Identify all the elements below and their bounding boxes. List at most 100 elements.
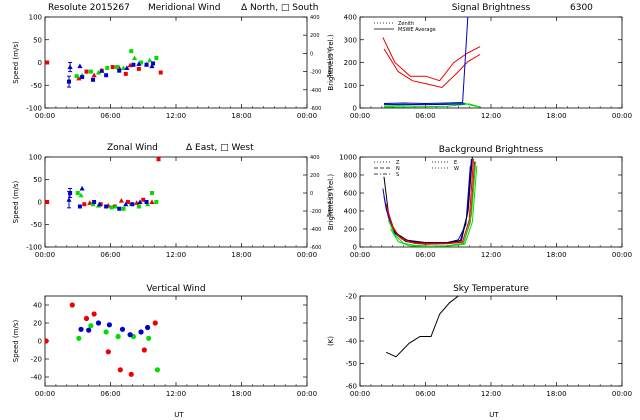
data-layer — [45, 157, 161, 211]
y2-tick-label: -400 — [310, 227, 321, 233]
data-point — [117, 206, 122, 211]
series-line — [385, 296, 459, 358]
signal-panel: 00:00 06:00 12:00 18:00 00:000100200300400Br… — [327, 3, 632, 120]
data-point — [121, 206, 126, 211]
data-point — [115, 65, 120, 70]
data-point — [129, 49, 134, 54]
y-tick-label: 0 — [38, 199, 42, 207]
data-point — [103, 329, 109, 335]
data-point — [115, 333, 121, 340]
data-point — [45, 200, 50, 204]
data-point — [67, 64, 73, 70]
y-tick-label: 0 — [353, 244, 357, 252]
data-point — [68, 191, 73, 195]
data-point — [119, 326, 126, 332]
data-point — [66, 197, 72, 202]
y-tick-label: -50 — [31, 82, 42, 90]
data-point — [91, 77, 96, 82]
x-tick-label: 12:00 — [166, 251, 186, 259]
data-point — [141, 347, 147, 353]
data-layer — [382, 157, 478, 247]
series-line — [383, 103, 465, 106]
plot-frame — [44, 295, 308, 387]
legend-text: Δ East, □ West — [186, 143, 254, 153]
data-layer — [45, 49, 163, 88]
x-tick-label: 00:00 — [297, 112, 317, 120]
y-tick-label: 100 — [29, 154, 42, 162]
zonal-panel: 00:00 06:00 12:00 18:00 00:00-100-50050100-6… — [12, 143, 333, 259]
x-tick-label: 00:00 — [350, 112, 370, 120]
chart-title: Resolute 2015267 — [48, 3, 130, 13]
x-tick-label: 06:00 — [100, 390, 120, 398]
data-point — [136, 204, 141, 209]
x-tick-label: 18:00 — [546, 112, 566, 120]
x-tick-label: 00:00 — [297, 251, 317, 259]
x-tick-label: 06:00 — [415, 251, 435, 259]
data-point — [152, 320, 158, 326]
x-tick-label: 18:00 — [231, 112, 251, 120]
data-point — [131, 55, 138, 60]
plot-frame — [44, 16, 308, 109]
x-tick-label: 06:00 — [415, 112, 435, 120]
data-point — [109, 205, 114, 210]
legend-label: MSWE Average — [398, 27, 436, 33]
y-tick-label: 0 — [38, 338, 42, 346]
x-tick-label: 00:00 — [350, 251, 370, 259]
data-point — [154, 367, 161, 373]
data-point — [123, 201, 129, 207]
data-point — [136, 66, 141, 71]
y2-tick-label: -400 — [310, 88, 321, 94]
x-tick-label: 18:00 — [231, 251, 251, 259]
data-point — [118, 198, 125, 203]
chart-title: Signal Brightness — [452, 3, 531, 13]
y2-tick-label: 0 — [310, 191, 313, 197]
data-point — [99, 68, 105, 73]
x-tick-label: 00:00 — [350, 390, 370, 398]
data-point — [124, 65, 130, 70]
y-tick-label: -100 — [26, 105, 42, 113]
x-tick-label: 18:00 — [231, 390, 251, 398]
legend-label: Zenith — [398, 21, 414, 27]
y-tick-label: 600 — [344, 190, 357, 198]
y-tick-label: 400 — [344, 14, 357, 22]
legend-label: E — [454, 160, 457, 166]
y2-tick-label: 200 — [310, 173, 320, 179]
y-tick-label: -40 — [346, 338, 357, 346]
data-point — [137, 199, 143, 204]
x-tick-label: 18:00 — [546, 251, 566, 259]
chart-title: Zonal Wind — [107, 143, 158, 153]
data-point — [106, 322, 113, 328]
data-point — [80, 75, 85, 80]
data-point — [117, 68, 122, 73]
data-point — [110, 65, 115, 70]
y2-tick-label: -600 — [310, 245, 321, 251]
data-point — [139, 60, 144, 65]
series-line — [383, 103, 481, 108]
y-tick-label: -30 — [346, 315, 357, 323]
y-axis-label: Speed (m/s) — [12, 181, 20, 224]
data-point — [104, 73, 109, 78]
data-layer — [45, 302, 161, 377]
x-tick-label: 06:00 — [100, 112, 120, 120]
x-axis-label-left: UT — [174, 411, 184, 419]
data-point — [117, 367, 123, 373]
chart-subtitle: Meridional Wind — [148, 3, 220, 13]
y-tick-label: -100 — [26, 244, 42, 252]
y-tick-label: -20 — [31, 356, 42, 364]
data-point — [145, 324, 151, 331]
y2-tick-label: 400 — [310, 155, 320, 161]
data-point — [91, 311, 97, 317]
x-tick-label: 12:00 — [481, 112, 501, 120]
y2-axis-label: Speed (m/s) — [327, 47, 333, 77]
vertical-panel: 00:00 06:00 12:00 18:00 00:00 -40 -20 0 20 40 Spee… — [12, 284, 317, 398]
data-layer — [385, 296, 459, 358]
y-tick-label: 100 — [29, 14, 42, 22]
y-tick-label: 1000 — [339, 154, 357, 162]
data-point — [144, 62, 149, 67]
data-point — [78, 326, 84, 332]
x-tick-label: 12:00 — [481, 251, 501, 259]
data-point — [86, 327, 92, 333]
y-tick-label: 50 — [33, 176, 42, 184]
chart-title: Vertical Wind — [146, 284, 205, 294]
data-point — [74, 74, 79, 79]
